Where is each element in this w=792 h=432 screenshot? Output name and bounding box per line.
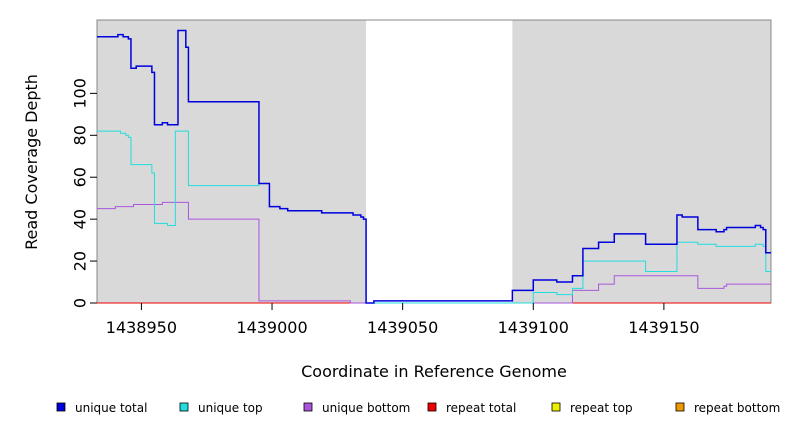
legend-label: unique total bbox=[75, 401, 147, 415]
series-layer bbox=[97, 29, 771, 304]
legend-label: unique bottom bbox=[322, 401, 410, 415]
legend-item: repeat top bbox=[551, 401, 633, 415]
x-tick-label: 1438950 bbox=[106, 318, 177, 337]
y-tick-label: 80 bbox=[71, 125, 90, 145]
shaded-regions bbox=[97, 20, 771, 303]
legend-swatch bbox=[675, 402, 685, 412]
legend-swatch bbox=[427, 402, 437, 412]
y-axis-label: Read Coverage Depth bbox=[22, 74, 41, 250]
y-tick-label: 60 bbox=[71, 167, 90, 187]
y-tick-label: 100 bbox=[71, 78, 90, 109]
legend-swatch bbox=[551, 402, 561, 412]
y-tick-label: 20 bbox=[71, 251, 90, 271]
legend-swatch bbox=[303, 402, 313, 412]
legend-item: repeat bottom bbox=[675, 401, 780, 415]
x-axis-label: Coordinate in Reference Genome bbox=[301, 362, 567, 381]
legend-label: repeat top bbox=[570, 401, 633, 415]
legend-swatch bbox=[56, 402, 66, 412]
x-tick-label: 1439050 bbox=[367, 318, 438, 337]
legend-item: repeat total bbox=[427, 401, 516, 415]
shaded-region-2 bbox=[512, 20, 771, 303]
shaded-region-1 bbox=[97, 20, 367, 303]
y-tick-label: 0 bbox=[71, 298, 90, 308]
legend-swatch bbox=[179, 402, 189, 412]
legend-label: unique top bbox=[198, 401, 263, 415]
x-axis: 1438950 1439000 1439050 1439100 1439150 bbox=[106, 303, 700, 337]
x-tick-label: 1439150 bbox=[628, 318, 699, 337]
y-axis: 0 20 40 60 80 100 bbox=[71, 78, 97, 308]
x-tick-label: 1439100 bbox=[498, 318, 569, 337]
legend-item: unique bottom bbox=[303, 401, 410, 415]
legend-label: repeat bottom bbox=[694, 401, 780, 415]
x-tick-label: 1439000 bbox=[236, 318, 307, 337]
series-unique-total bbox=[97, 29, 771, 304]
legend-label: repeat total bbox=[446, 401, 516, 415]
legend-item: unique total bbox=[56, 401, 147, 415]
y-tick-label: 40 bbox=[71, 209, 90, 229]
legend: unique total unique top unique bottom repea… bbox=[56, 401, 780, 415]
legend-item: unique top bbox=[179, 401, 263, 415]
